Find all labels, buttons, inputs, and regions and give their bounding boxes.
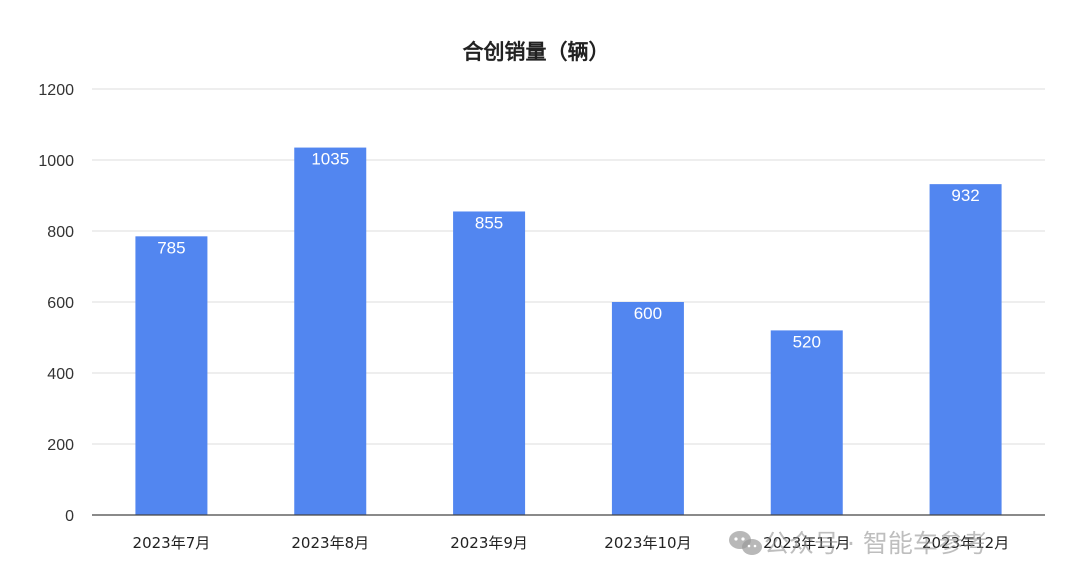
bars: 785 1035 855 600 520 932 — [135, 147, 1002, 515]
y-tick-label: 600 — [47, 295, 74, 312]
y-tick-label: 0 — [65, 508, 74, 525]
data-label: 855 — [475, 213, 503, 232]
x-tick-label: 2023年12月 — [922, 534, 1009, 552]
bar — [135, 236, 208, 515]
y-tick-label: 800 — [47, 224, 74, 241]
y-tick-label: 400 — [47, 366, 74, 383]
bar — [611, 302, 684, 515]
x-tick-label: 2023年11月 — [763, 534, 850, 552]
x-tick-label: 2023年8月 — [291, 534, 369, 552]
y-tick-label: 1000 — [38, 153, 74, 170]
data-label: 1035 — [311, 150, 349, 169]
data-label: 932 — [951, 186, 979, 205]
watermark-text: 公众号 · 智能车参考 — [764, 529, 988, 558]
x-tick-label: 2023年9月 — [450, 534, 528, 552]
y-tick-label: 200 — [47, 437, 74, 454]
chart-title: 合创销量（辆） — [463, 40, 610, 64]
gridlines — [92, 88, 1045, 445]
bar — [770, 330, 843, 515]
data-label: 785 — [157, 238, 185, 257]
data-label: 520 — [793, 332, 821, 351]
bar — [929, 184, 1002, 515]
x-tick-label: 2023年7月 — [133, 534, 211, 552]
bar — [294, 147, 367, 515]
data-label: 600 — [634, 304, 662, 323]
wechat-icon — [729, 531, 762, 555]
y-tick-label: 1200 — [38, 82, 74, 99]
y-axis-ticks: 0 200 400 600 800 1000 1200 — [38, 82, 74, 525]
x-axis-ticks: 2023年7月 2023年8月 2023年9月 2023年10月 2023年11月 202… — [133, 534, 1010, 552]
watermark: 公众号 · 智能车参考 — [729, 529, 988, 558]
x-tick-label: 2023年10月 — [604, 534, 691, 552]
bar — [453, 211, 526, 515]
